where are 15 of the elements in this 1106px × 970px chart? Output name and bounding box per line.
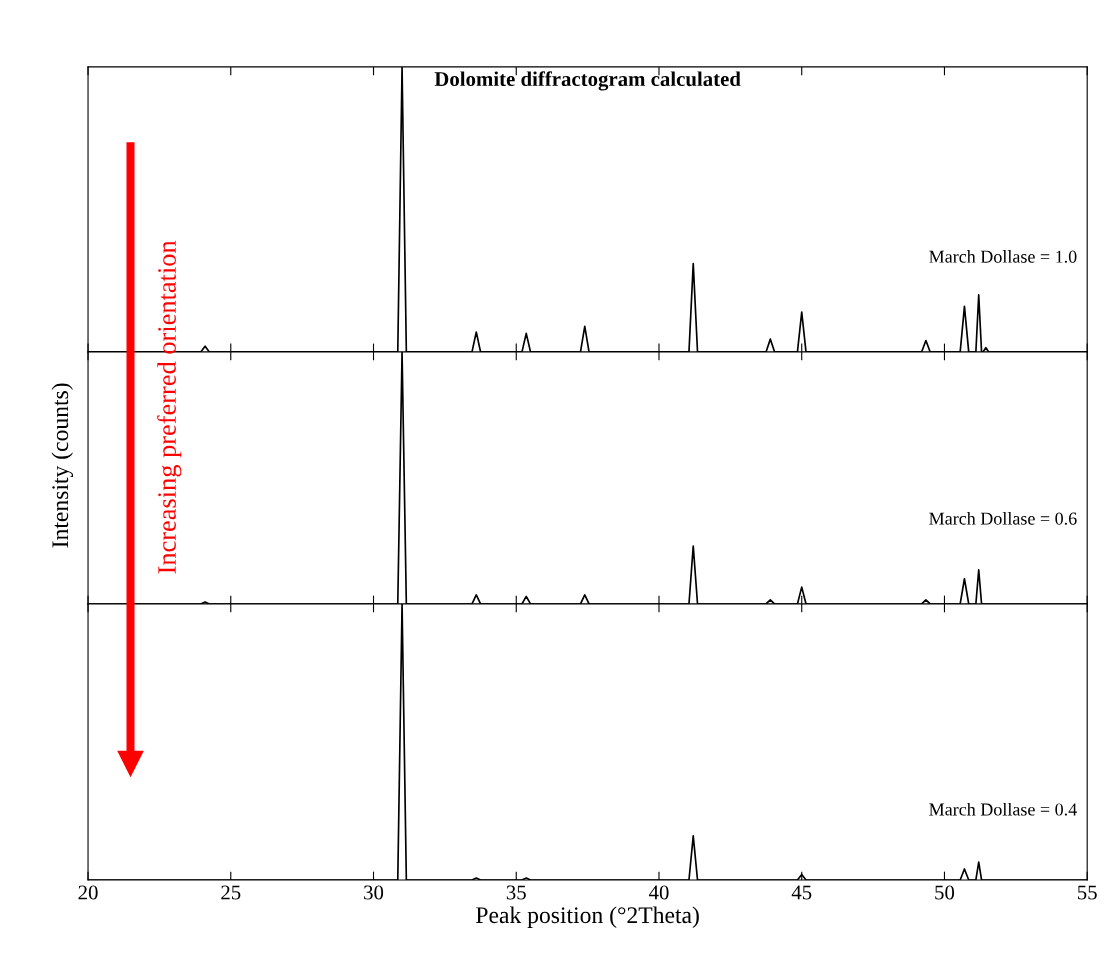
x-tick-label: 55 [1077, 885, 1097, 900]
x-tick-label: 30 [364, 885, 384, 900]
x-axis-title: Peak position (°2Theta) [476, 906, 699, 928]
annotation: March Dollase = 0.4 [929, 802, 1077, 816]
x-tick-label: 35 [506, 885, 526, 900]
x-tick-label: 25 [221, 885, 241, 900]
x-tick-label: 20 [78, 885, 98, 900]
annotation: Increasing preferred orientation [157, 240, 182, 574]
annotation: March Dollase = 0.6 [929, 511, 1077, 525]
chart-title: Dolomite diffractogram calculated [434, 71, 741, 91]
x-tick-label: 40 [648, 885, 669, 900]
y-axis-title: Intensity (counts) [51, 383, 74, 548]
annotation: March Dollase = 1.0 [929, 250, 1077, 263]
x-tick-label: 45 [791, 885, 812, 900]
x-tick-label: 50 [935, 885, 955, 900]
